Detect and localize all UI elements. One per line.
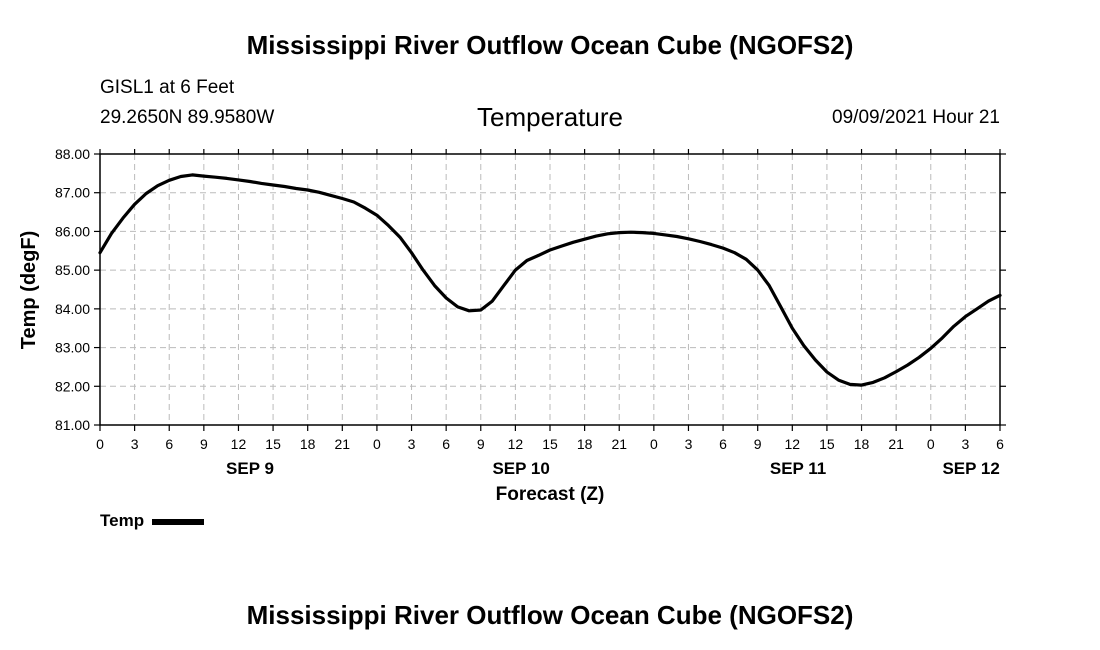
x-tick-label: 12 <box>785 436 801 452</box>
x-tick-label: 3 <box>961 436 969 452</box>
series-layer <box>98 173 1002 387</box>
footer-title: Mississippi River Outflow Ocean Cube (NG… <box>246 600 854 630</box>
y-tick-label: 85.00 <box>55 262 90 278</box>
x-tick-label: 15 <box>819 436 835 452</box>
x-tick-label: 0 <box>927 436 935 452</box>
y-tick-label: 87.00 <box>55 185 90 201</box>
y-tick-label: 81.00 <box>55 417 90 433</box>
station-label: GISL1 at 6 Feet <box>100 77 235 98</box>
legend-line-swatch <box>152 519 205 525</box>
y-axis-label: Temp (degF) <box>18 231 40 350</box>
x-tick-label: 9 <box>754 436 762 452</box>
x-tick-label: 6 <box>719 436 727 452</box>
y-tick-label: 86.00 <box>55 223 90 239</box>
x-tick-label: 18 <box>300 436 316 452</box>
x-axis-label: Forecast (Z) <box>496 484 605 505</box>
y-tick-label: 83.00 <box>55 340 90 356</box>
legend-label: Temp <box>100 511 145 530</box>
forecast-datetime: 09/09/2021 Hour 21 <box>832 107 1000 128</box>
x-tick-label: 3 <box>408 436 416 452</box>
axis-layer: 81.00 82.00 83.00 84.00 85.00 86.00 87.00 88.00… <box>55 146 1006 478</box>
x-tick-label: 15 <box>265 436 281 452</box>
x-tick-label: 6 <box>996 436 1004 452</box>
y-tick-label: 88.00 <box>55 146 90 162</box>
x-tick-label: 18 <box>577 436 593 452</box>
x-tick-label: 18 <box>854 436 870 452</box>
station-coordinates: 29.2650N 89.9580W <box>100 107 275 128</box>
x-tick-label: 21 <box>335 436 351 452</box>
x-tick-label: 3 <box>685 436 693 452</box>
date-label: SEP 10 <box>492 459 549 478</box>
x-tick-label: 0 <box>96 436 104 452</box>
grid-layer <box>100 154 1000 425</box>
date-label: SEP 11 <box>770 459 826 478</box>
x-tick-label: 21 <box>611 436 627 452</box>
legend: Temp <box>100 511 205 531</box>
x-tick-label: 21 <box>888 436 904 452</box>
date-label: SEP 9 <box>226 459 274 478</box>
y-tick-label: 82.00 <box>55 378 90 394</box>
chart-main-title: Mississippi River Outflow Ocean Cube (NG… <box>246 30 854 60</box>
chart-subtitle: Temperature <box>477 102 623 132</box>
x-tick-label: 6 <box>442 436 450 452</box>
x-tick-label: 3 <box>131 436 139 452</box>
x-tick-label: 9 <box>200 436 208 452</box>
x-tick-label: 12 <box>508 436 524 452</box>
y-tick-label: 84.00 <box>55 301 90 317</box>
series-line-temp <box>98 173 1002 387</box>
x-tick-label: 6 <box>165 436 173 452</box>
x-tick-label: 9 <box>477 436 485 452</box>
x-tick-label: 15 <box>542 436 558 452</box>
date-label: SEP 12 <box>942 459 999 478</box>
x-tick-label: 12 <box>231 436 247 452</box>
x-tick-label: 0 <box>373 436 381 452</box>
x-tick-label: 0 <box>650 436 658 452</box>
